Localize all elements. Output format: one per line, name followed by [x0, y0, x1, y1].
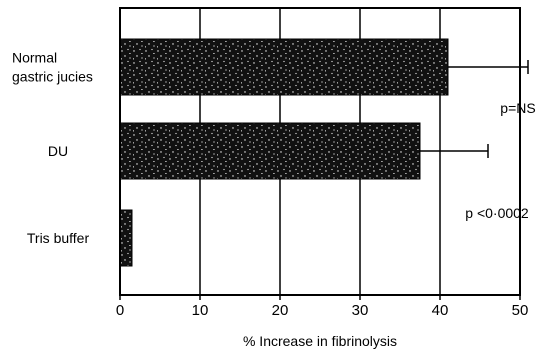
x-tick-label: 30: [352, 302, 369, 319]
bars: [119, 38, 449, 267]
x-tick-label: 10: [192, 302, 209, 319]
category-label: Tris buffer: [27, 230, 90, 246]
error-bars: [420, 60, 529, 158]
category-label: DU: [48, 143, 68, 159]
x-axis-label: % Increase in fibrinolysis: [243, 333, 397, 349]
x-tick-label: 50: [512, 302, 529, 319]
bar: [119, 122, 421, 180]
annotation-p-significant: p <0·0002: [465, 205, 529, 221]
x-tick-label: 0: [116, 302, 124, 319]
plot-frame: [119, 7, 521, 296]
bar: [119, 38, 449, 96]
x-axis-ticks: 0 10 20 30 40 50: [116, 295, 529, 319]
x-tick-label: 20: [272, 302, 289, 319]
annotation-p-ns: p=NS: [500, 100, 535, 116]
category-label: gastric jucies: [12, 69, 93, 85]
x-tick-label: 40: [432, 302, 449, 319]
category-labels: Normal gastric jucies DU Tris buffer: [12, 50, 93, 247]
bar: [119, 209, 133, 267]
category-label: Normal: [12, 50, 57, 66]
